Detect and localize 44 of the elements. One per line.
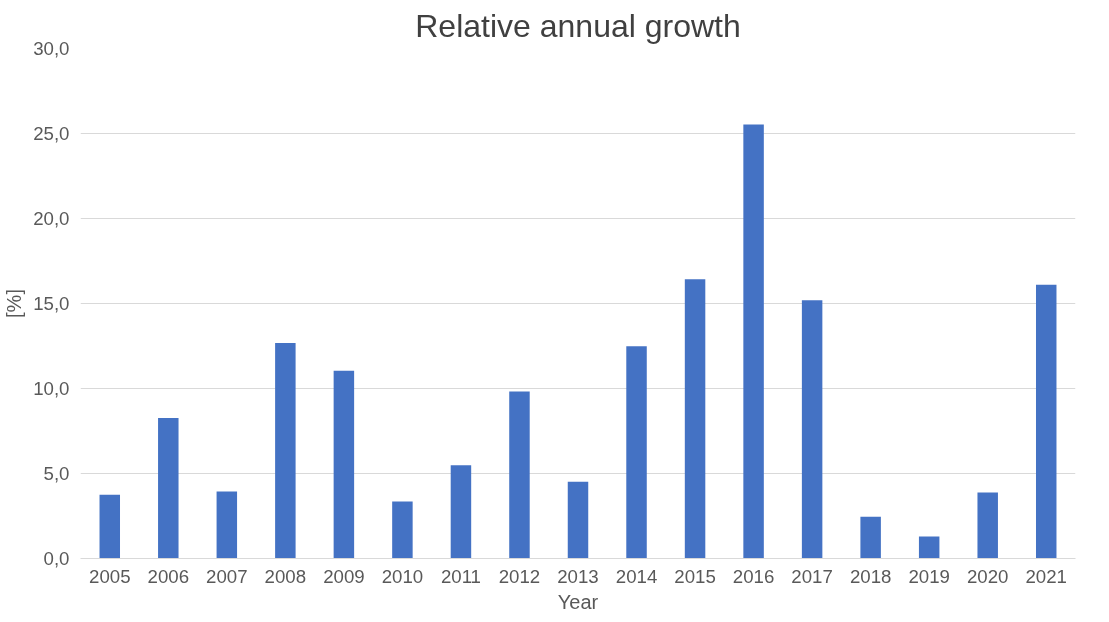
bar <box>801 300 823 559</box>
x-tick-label: 2008 <box>264 565 307 587</box>
bar <box>626 346 647 559</box>
y-tick-label: 15,0 <box>33 293 70 314</box>
x-tick-label: 2020 <box>966 565 1009 587</box>
x-tick-label: 2016 <box>732 565 775 587</box>
x-tick-label: 2019 <box>908 565 950 587</box>
y-tick-label: 30,0 <box>33 38 70 59</box>
bar <box>216 491 238 559</box>
x-tick-label: 2018 <box>849 565 892 587</box>
bar <box>684 279 706 559</box>
bar <box>158 417 179 559</box>
bar <box>275 343 296 559</box>
y-tick-label: 20,0 <box>33 208 70 229</box>
bar <box>567 481 589 559</box>
x-tick-label: 2015 <box>674 565 716 587</box>
y-tick-label: 10,0 <box>33 378 70 399</box>
x-tick-label: 2009 <box>323 565 365 587</box>
x-tick-label: 2011 <box>440 565 482 587</box>
x-tick-label: 2021 <box>1025 565 1067 587</box>
y-axis-title: [%] <box>3 289 26 318</box>
bar <box>99 494 121 559</box>
bar <box>743 124 764 559</box>
bar <box>918 536 940 559</box>
x-tick-label: 2010 <box>381 565 424 587</box>
bar <box>392 501 413 559</box>
y-tick-label: 25,0 <box>33 123 70 144</box>
x-tick-label: 2007 <box>206 565 248 587</box>
bar <box>333 370 355 559</box>
bar <box>860 516 881 559</box>
bar <box>450 465 472 559</box>
x-tick-label: 2013 <box>557 565 599 587</box>
y-tick-label: 0,0 <box>43 548 70 569</box>
bar <box>977 492 998 559</box>
x-tick-label: 2012 <box>498 565 541 587</box>
bar <box>1035 284 1057 559</box>
bar <box>509 391 530 559</box>
x-tick-label: 2006 <box>147 565 190 587</box>
chart-title: Relative annual growth <box>415 7 741 44</box>
x-tick-label: 2017 <box>791 565 833 587</box>
x-tick-label: 2014 <box>615 565 658 587</box>
x-tick-label: 2005 <box>89 565 131 587</box>
y-tick-label: 5,0 <box>43 463 70 484</box>
x-axis-title: Year <box>557 590 599 613</box>
